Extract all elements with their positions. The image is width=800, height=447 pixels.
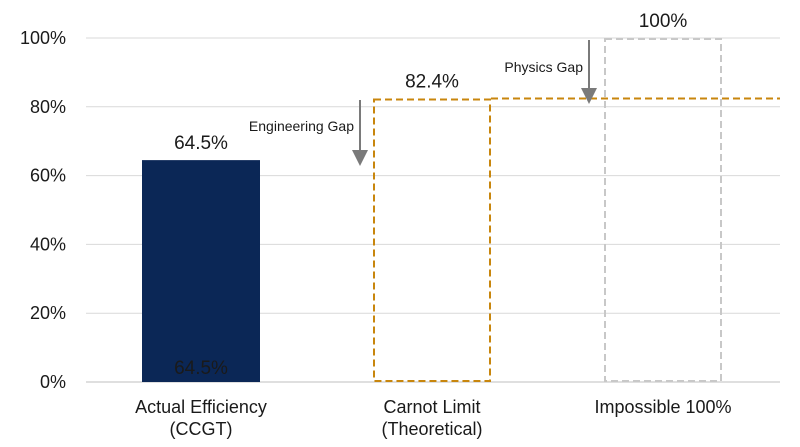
x-category-label: (CCGT) (170, 419, 233, 439)
bar-value-label: 82.4% (405, 72, 459, 93)
y-tick-label: 20% (30, 303, 66, 323)
y-tick-label: 0% (40, 372, 66, 392)
x-category-label: (Theoretical) (381, 419, 482, 439)
labels: 64.5% 64.5% 82.4% 100% Actual Efficiency(CCG… (135, 11, 731, 439)
y-tick-label: 60% (30, 166, 66, 186)
y-tick-label: 100% (20, 28, 66, 48)
y-axis-ticks: 0% 20% 40% 60% 80% 100% (20, 28, 66, 392)
annotations: Engineering Gap Physics Gap (249, 40, 597, 166)
x-category-label: Impossible 100% (594, 397, 731, 417)
x-category-label: Actual Efficiency (135, 397, 267, 417)
y-tick-label: 80% (30, 97, 66, 117)
bar-inner-value-label: 64.5% (174, 358, 228, 379)
bar-carnot-limit (373, 98, 491, 382)
engineering-gap-label: Engineering Gap (249, 118, 354, 134)
x-category-label: Carnot Limit (383, 397, 480, 417)
bar-actual-efficiency (142, 160, 260, 382)
bar-value-label: 100% (639, 11, 688, 32)
physics-gap-label: Physics Gap (504, 59, 583, 75)
bar-impossible-100 (604, 38, 722, 382)
y-tick-label: 40% (30, 234, 66, 254)
bar-value-label: 64.5% (174, 133, 228, 154)
bars (142, 38, 722, 382)
